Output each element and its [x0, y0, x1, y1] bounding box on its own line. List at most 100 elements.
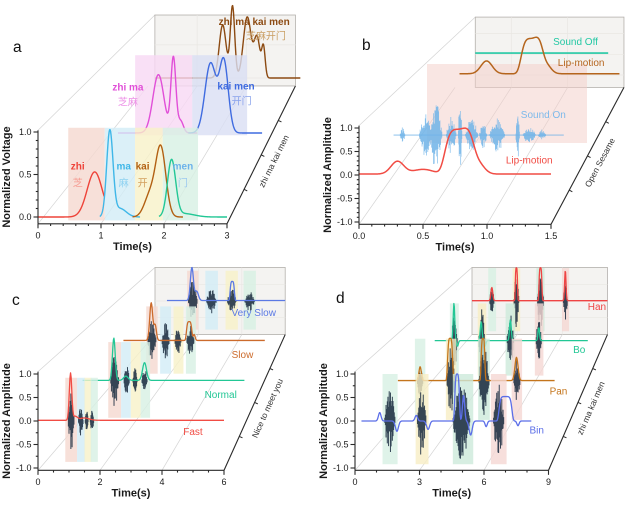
- x-axis-title: Time(s): [112, 487, 151, 499]
- x-axis-title: Time(s): [113, 241, 152, 253]
- x-tick-label: 6: [221, 477, 226, 487]
- y-tick-label: -0.5: [337, 194, 353, 204]
- y-axis-title: Normalized Amplitude: [322, 117, 334, 233]
- waveform-very-slow: [188, 282, 255, 317]
- y-tick-label: 0.5: [19, 393, 32, 403]
- y-tick-label: 0.5: [19, 170, 32, 180]
- band-single-words-1: [104, 127, 136, 221]
- depth-tick: [563, 435, 567, 439]
- panel-letter-b: b: [362, 37, 371, 54]
- x-tick-label: 1: [98, 230, 103, 240]
- axes: [350, 371, 550, 475]
- y-tick-label: 0.0: [19, 212, 32, 222]
- depth-axis: [550, 87, 625, 225]
- y-tick-label: 0.5: [336, 393, 349, 403]
- y-tick-label: -0.5: [16, 440, 32, 450]
- box-top-edge: [37, 267, 156, 372]
- x-tick-label: 6: [481, 477, 486, 487]
- depth-gridline: [161, 334, 243, 471]
- axes: [33, 130, 228, 229]
- depth-tick: [269, 368, 274, 371]
- curve-bin-envelope: [361, 373, 532, 436]
- label-cjk: 芝: [73, 176, 83, 189]
- label-normal: Normal: [205, 390, 237, 401]
- box-top-edge: [37, 14, 156, 131]
- panel-letter-d: d: [336, 290, 345, 307]
- y-tick-label: -0.5: [333, 440, 349, 450]
- curve-normal-envelope: [82, 337, 245, 382]
- y-axis-title: Normalized Voltage: [1, 126, 13, 227]
- band-single-words-0: [68, 127, 105, 221]
- label-bin: Bin: [529, 426, 543, 437]
- y-tick-label: 0.5: [340, 147, 353, 157]
- y-tick-label: 0.0: [336, 416, 349, 426]
- box-top-edge: [358, 16, 476, 126]
- layer-sound-on-layer: Sound On Lip-motion: [358, 105, 566, 175]
- label-ma: ma: [116, 161, 131, 172]
- depth-axis: [547, 334, 608, 471]
- depth-axis-title: Open Sesame: [583, 136, 618, 189]
- depth-axis-title: Nice to meet you: [250, 377, 285, 440]
- y-tick-label: -1.0: [337, 217, 353, 227]
- label-cjk: 芝麻开门: [246, 30, 286, 43]
- band-single-words-2: [135, 127, 163, 221]
- y-axis-title: Normalized Amplitude: [318, 363, 330, 479]
- label-zhi-ma-kai-men: zhi ma kai men: [219, 17, 290, 28]
- curve-lip-motion-back: [459, 36, 620, 75]
- label-cjk: 开: [138, 178, 148, 189]
- x-tick-label: 0: [352, 477, 357, 487]
- box-top-edge: [354, 267, 473, 372]
- depth-tick: [260, 154, 265, 157]
- depth-tick: [569, 189, 573, 193]
- label-cjk: 麻: [119, 176, 129, 189]
- y-tick-label: 0.0: [19, 416, 32, 426]
- curve-zhi: [37, 171, 105, 218]
- depth-tick: [278, 119, 282, 123]
- curve-fast-envelope: [37, 372, 225, 421]
- label-cjk: 开门: [232, 95, 252, 108]
- x-axis-title: Time(s): [436, 241, 475, 253]
- label-lip-motion: Lip-motion: [558, 58, 605, 69]
- x-tick-label: 0: [35, 477, 40, 487]
- layer-fast: Fast: [37, 372, 225, 462]
- curve-bo-envelope: [434, 302, 588, 347]
- label-zhi-ma: zhi ma: [112, 82, 144, 93]
- x-axis-title: Time(s): [432, 487, 471, 499]
- curve-kai: [131, 144, 184, 218]
- x-tick-label: 0: [35, 230, 40, 240]
- label-pan: Pan: [550, 387, 568, 398]
- y-tick-label: 0.0: [340, 170, 353, 180]
- curve-men: [158, 158, 228, 218]
- depth-axis-title: zhi ma kai men: [257, 133, 291, 189]
- depth-tick: [587, 155, 591, 158]
- label-sound-on: Sound On: [521, 110, 566, 121]
- panel-d-chart: Han Bo Pan Bin 0 3 6 9 -1.0 -0.5 0.0 0.5 1.0 Time(s) N…: [318, 267, 608, 499]
- x-tick-label: 9: [546, 477, 551, 487]
- label-very-slow: Very Slow: [232, 308, 277, 319]
- label-fast: Fast: [183, 427, 203, 438]
- label-slow: Slow: [232, 350, 254, 361]
- layer-bin: Bin: [361, 373, 544, 465]
- x-tick-label: 1.0: [481, 231, 494, 241]
- label-han: Han: [588, 302, 606, 313]
- layer-single-words: zhi 芝 ma 麻 kai 开 men 门: [37, 127, 228, 221]
- x-tick-label: 4: [159, 477, 164, 487]
- layer-sound-off-layer: Sound Off Lip-motion: [459, 36, 620, 75]
- depth-tick: [254, 401, 258, 405]
- label-lip-motion: Lip-motion: [506, 156, 553, 167]
- layer-slow: Slow: [123, 302, 266, 374]
- depth-tick: [592, 368, 597, 371]
- x-tick-label: 3: [224, 230, 229, 240]
- layer-word-pairs: zhi ma 芝麻 kai men 开门: [112, 55, 263, 136]
- panel-b-chart: Sound Off Lip-motion Sound On Lip-motion 0.0…: [322, 16, 625, 253]
- curve-kai-men: [187, 56, 263, 134]
- y-tick-label: 1.0: [340, 123, 353, 133]
- y-tick-label: -1.0: [333, 463, 349, 473]
- depth-tick: [605, 121, 610, 124]
- panel-letter-c: c: [12, 292, 20, 309]
- y-tick-label: 1.0: [336, 369, 349, 379]
- depth-tick: [243, 188, 248, 192]
- layer-normal: Normal: [82, 337, 245, 418]
